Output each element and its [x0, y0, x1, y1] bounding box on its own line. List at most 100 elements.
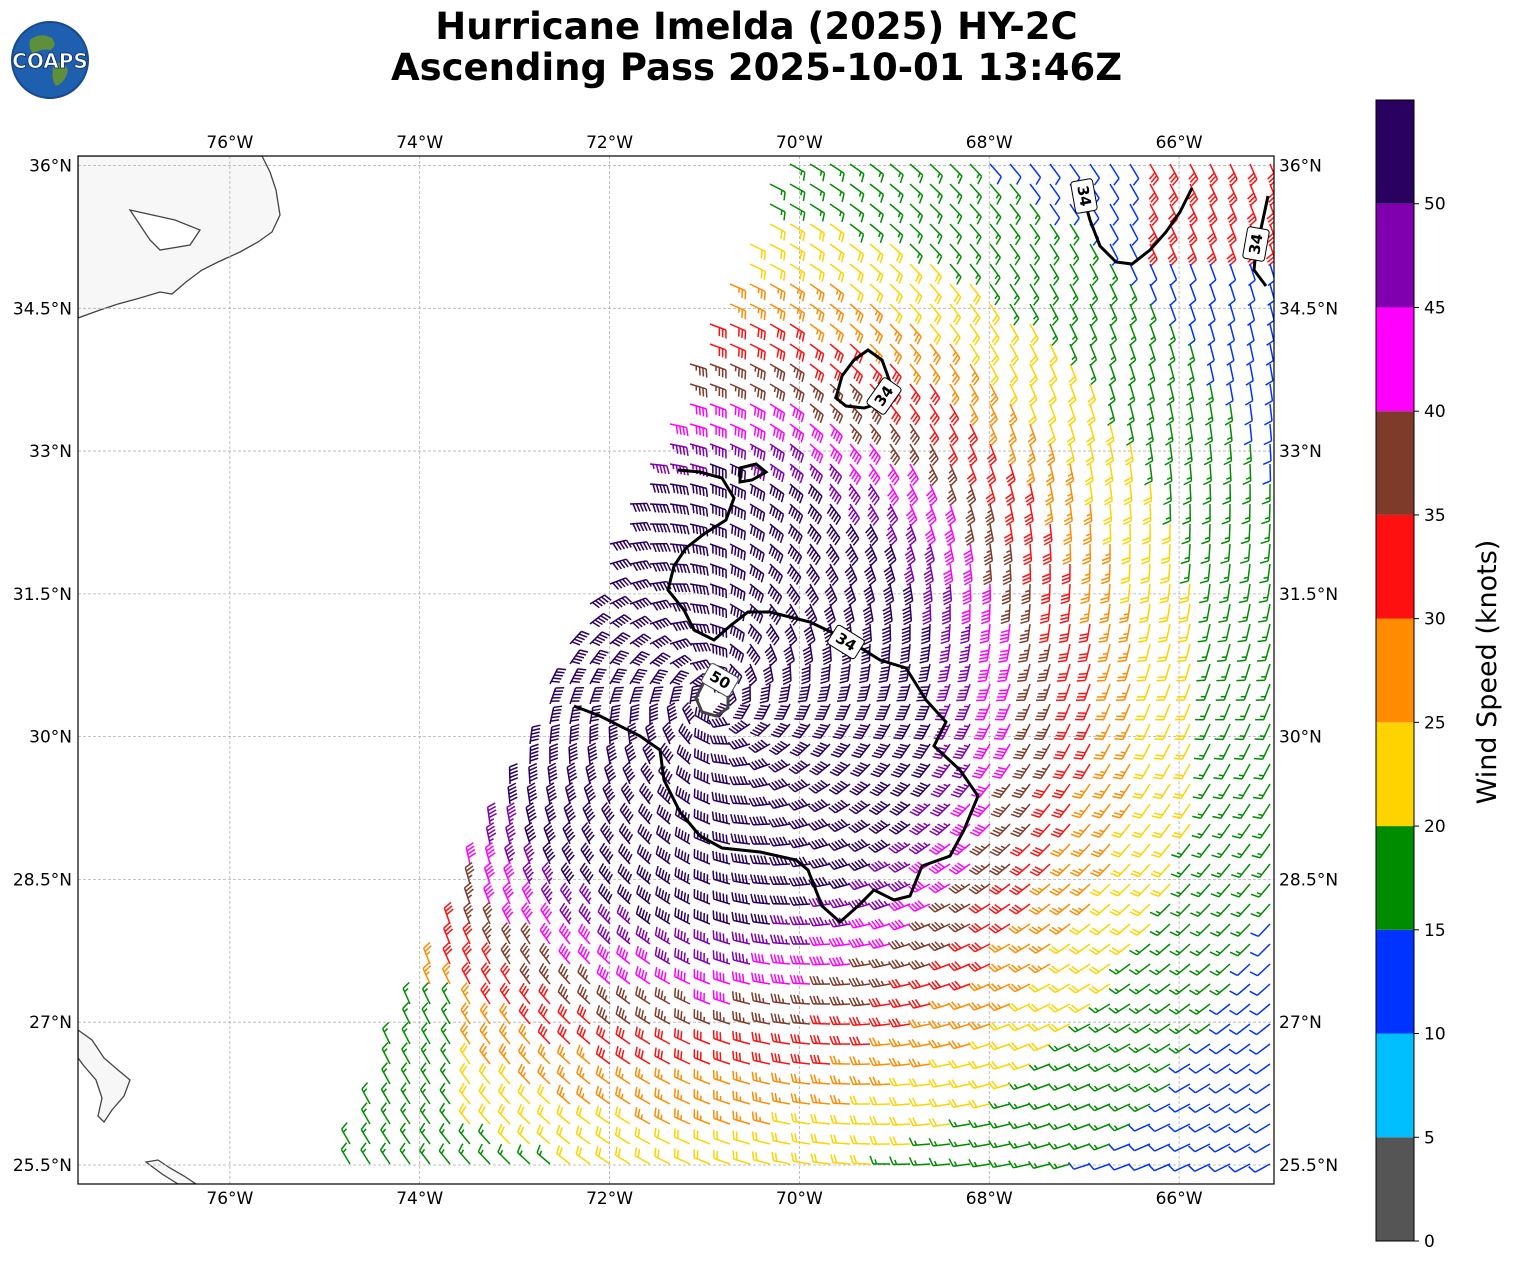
- wind-barb: [501, 922, 512, 945]
- wind-barb: [1253, 743, 1271, 761]
- title-line-2: Ascending Pass 2025-10-01 13:46Z: [390, 46, 1123, 89]
- wind-barb: [1185, 403, 1194, 426]
- wind-barb: [851, 743, 871, 759]
- wind-barb: [1262, 443, 1272, 466]
- wind-barb: [788, 760, 811, 775]
- colorbar-tick-label: 30: [1424, 610, 1446, 630]
- wind-barb: [732, 1050, 751, 1065]
- wind-barb: [817, 683, 831, 703]
- wind-barb: [1055, 703, 1071, 721]
- wind-barb: [948, 1158, 971, 1167]
- wind-barb: [569, 649, 589, 665]
- wind-barb: [929, 243, 943, 265]
- wind-barb: [750, 972, 771, 985]
- wind-barb: [789, 263, 806, 282]
- wind-barb: [676, 744, 692, 765]
- lat-tick-label-left: 30°N: [29, 728, 72, 748]
- wind-barb: [1029, 303, 1040, 326]
- wind-barb: [927, 941, 951, 952]
- wind-barb: [749, 443, 766, 461]
- wind-barb: [1071, 783, 1091, 799]
- wind-barb: [1228, 1083, 1251, 1094]
- contour-34kt-main: [573, 468, 980, 925]
- wind-barb: [693, 969, 711, 985]
- wind-barb: [1225, 383, 1234, 406]
- wind-barb: [902, 603, 913, 626]
- wind-barb: [694, 727, 711, 745]
- wind-barb: [401, 1042, 411, 1065]
- wind-barb: [829, 283, 845, 303]
- wind-barb: [419, 1102, 431, 1125]
- wind-barb: [1069, 283, 1079, 306]
- wind-barb: [890, 762, 911, 778]
- wind-barb: [984, 523, 994, 546]
- wind-barb: [997, 663, 1011, 683]
- wind-barb: [477, 1123, 491, 1145]
- wind-barb: [988, 903, 1011, 915]
- wind-barb: [789, 163, 806, 181]
- wind-barb: [731, 892, 751, 905]
- wind-barb: [809, 403, 824, 424]
- wind-barb: [984, 503, 995, 526]
- wind-barb: [557, 1003, 571, 1025]
- wind-barb: [689, 363, 708, 378]
- wind-barb: [1245, 363, 1254, 386]
- wind-barb: [829, 1134, 851, 1145]
- wind-barb: [1069, 343, 1078, 367]
- wind-barb: [655, 845, 671, 865]
- wind-barb: [789, 183, 806, 201]
- wind-barb: [1264, 383, 1274, 406]
- wind-barb: [1249, 983, 1271, 996]
- wind-barb: [809, 263, 825, 282]
- wind-barb: [1048, 983, 1071, 994]
- wind-barb: [1240, 523, 1251, 545]
- wind-barb: [1127, 1123, 1151, 1132]
- wind-barb: [809, 243, 825, 262]
- wind-barb: [580, 842, 595, 865]
- wind-barb: [849, 383, 863, 405]
- wind-barb: [809, 995, 831, 1005]
- wind-barb: [849, 781, 871, 796]
- wind-barb: [888, 1116, 911, 1126]
- wind-barb: [1088, 1003, 1111, 1014]
- wind-barb: [616, 924, 631, 945]
- wind-barb: [1009, 303, 1020, 326]
- wind-barb: [769, 503, 785, 523]
- wind-barb: [868, 443, 881, 466]
- wind-barb: [1261, 503, 1271, 525]
- wind-barb: [1248, 1143, 1271, 1154]
- wind-barb: [848, 503, 861, 526]
- wind-barb: [891, 743, 911, 759]
- wind-barb: [589, 723, 599, 745]
- wind-barb: [1188, 163, 1199, 186]
- wind-barb: [973, 723, 991, 740]
- wind-barb: [682, 701, 696, 725]
- wind-barb: [1148, 183, 1159, 206]
- wind-barb: [1195, 703, 1211, 721]
- wind-barb: [969, 843, 991, 856]
- wind-barb: [969, 163, 983, 185]
- wind-barb: [654, 966, 671, 985]
- wind-barb: [778, 683, 791, 703]
- wind-barb: [1182, 503, 1192, 525]
- wind-barb: [930, 783, 951, 798]
- wind-barb: [928, 862, 951, 875]
- wind-barb: [622, 761, 636, 785]
- wind-barb: [1089, 163, 1101, 186]
- wind-barb: [909, 803, 931, 817]
- wind-barb: [978, 643, 991, 664]
- wind-barb: [1253, 763, 1271, 780]
- wind-barb: [943, 543, 955, 566]
- wind-barb: [634, 1147, 651, 1165]
- wind-barb: [956, 683, 971, 702]
- wind-barb: [929, 822, 951, 836]
- wind-barb: [911, 763, 931, 779]
- wind-barb: [1009, 283, 1020, 306]
- wind-barb: [669, 620, 692, 632]
- wind-barb: [769, 363, 786, 382]
- wind-barb: [1121, 543, 1131, 565]
- wind-barb: [810, 1113, 831, 1125]
- colorbar-tick-label: 10: [1424, 1025, 1446, 1045]
- wind-barb: [596, 984, 611, 1005]
- wind-barb: [1227, 203, 1238, 227]
